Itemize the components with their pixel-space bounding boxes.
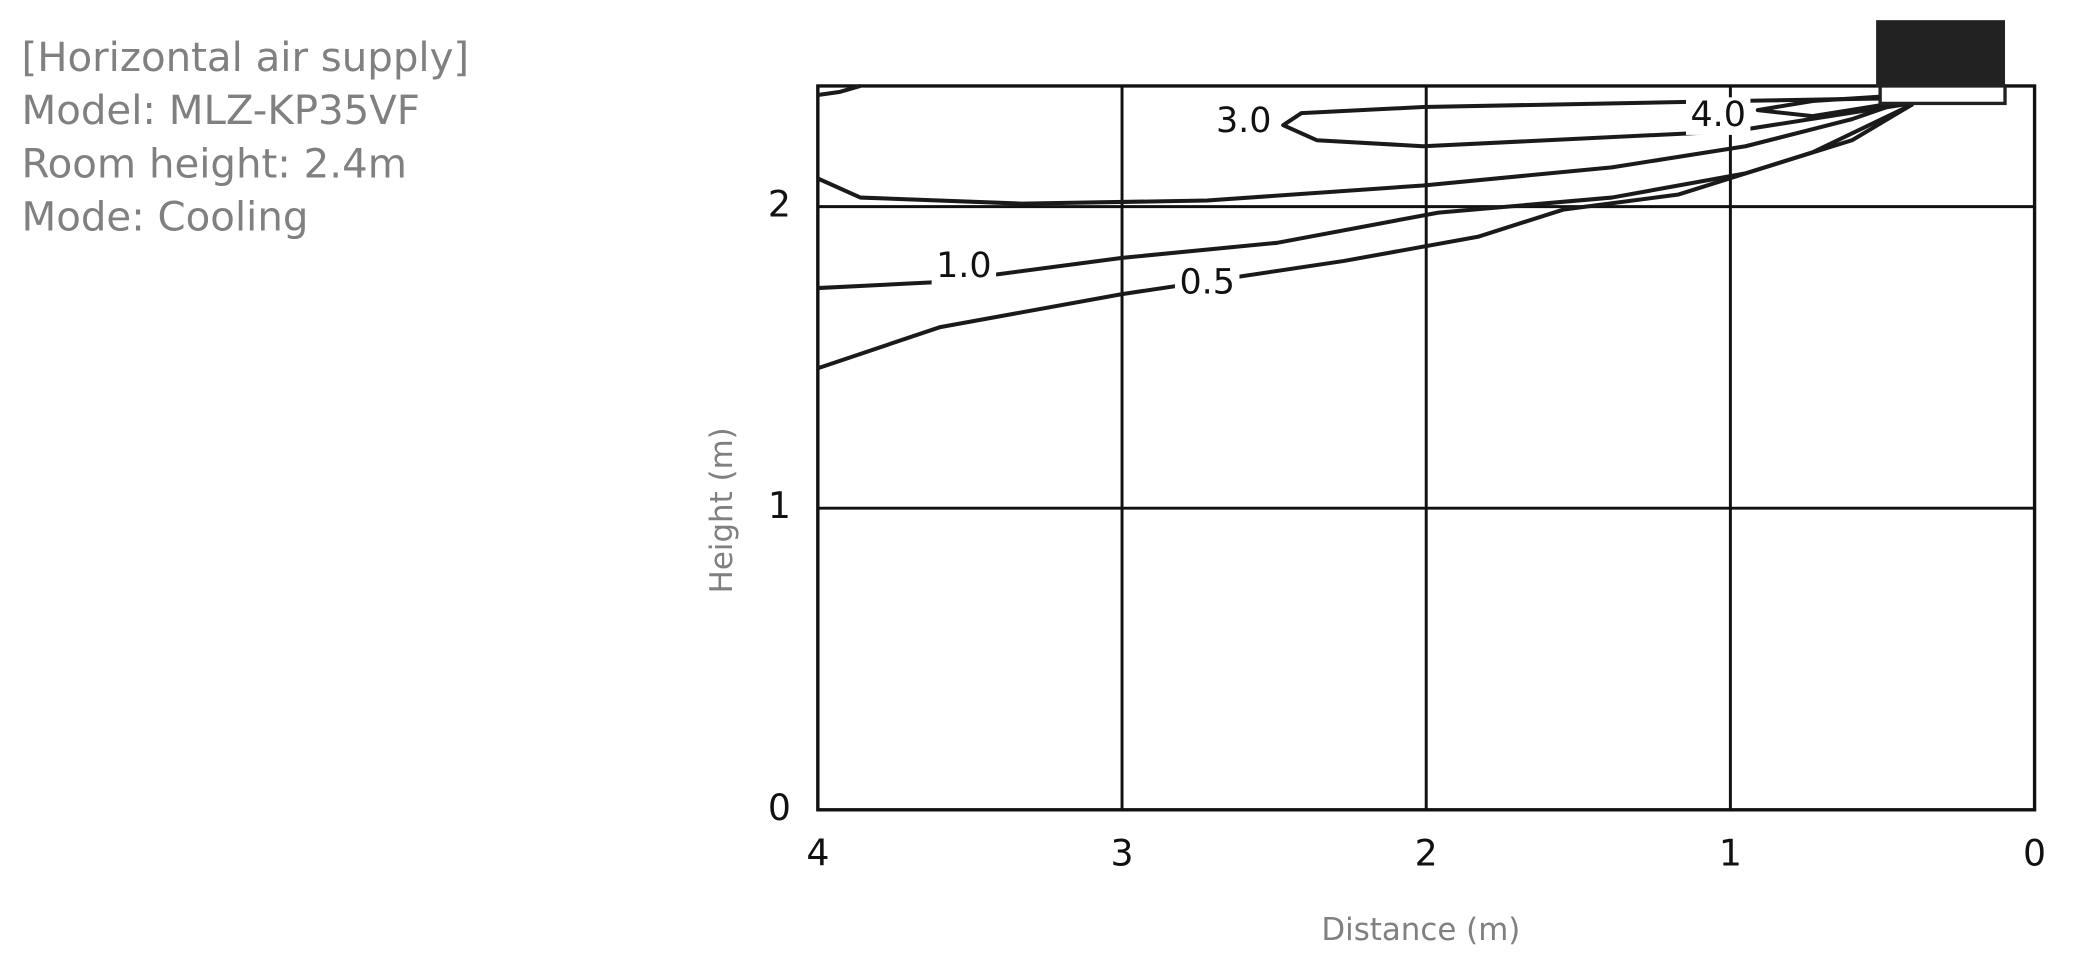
contour-line (1281, 96, 1909, 149)
contours: 0.5 1.0 3.0 4.0 (817, 84, 1914, 371)
note-line: [Horizontal air supply] (21, 35, 469, 81)
contour-label-bg (931, 248, 997, 286)
note-line: Room height: 2.4m (21, 141, 406, 187)
x-axis-title: Distance (m) (1321, 912, 1520, 948)
contour-label-bg (1211, 103, 1276, 141)
plot-frame (816, 84, 2037, 812)
contour-label-bg (1685, 97, 1751, 135)
contour-label: 3.0 (1216, 101, 1272, 141)
y-tick-label: 2 (768, 183, 791, 226)
grid: 4 3 2 1 0 0 1 2 (768, 85, 2046, 874)
y-axis-title: Height (m) (704, 427, 740, 593)
indoor-unit (1876, 20, 2006, 88)
contour-label-bg (1174, 264, 1240, 303)
contour-label: 1.0 (936, 246, 992, 286)
contour-label: 0.5 (1179, 263, 1235, 303)
note-line: Mode: Cooling (21, 194, 308, 240)
notes: [Horizontal air supply] Model: MLZ-KP35VF… (21, 35, 469, 240)
contour-line (817, 102, 1914, 291)
contour-line (817, 84, 861, 97)
note-line: Model: MLZ-KP35VF (21, 88, 419, 134)
x-tick-label: 3 (1110, 831, 1133, 874)
indoor-unit-outlet (1878, 84, 2007, 106)
x-tick-label: 1 (1719, 831, 1742, 874)
contour-line (817, 96, 1914, 206)
y-tick-label: 0 (768, 786, 791, 829)
x-tick-label: 2 (1415, 831, 1438, 874)
x-tick-label: 0 (2023, 831, 2046, 874)
y-tick-label: 1 (768, 484, 791, 527)
contour-label: 4.0 (1690, 95, 1746, 135)
x-tick-label: 4 (806, 831, 829, 874)
